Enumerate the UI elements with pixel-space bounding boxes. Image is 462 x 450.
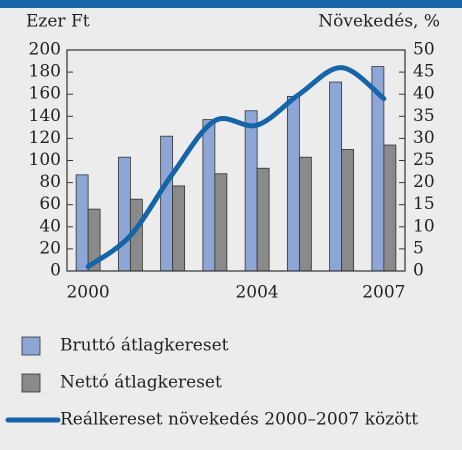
y-tick-label: 60 <box>39 194 61 214</box>
bar <box>286 96 300 272</box>
line <box>85 65 387 270</box>
y2-tick-label: 0 <box>413 261 424 281</box>
y2-tick-label: 5 <box>413 238 424 258</box>
legend-swatch <box>21 336 41 356</box>
y2-axis-label: Növekedés, % <box>318 12 440 32</box>
legend-label: Reálkereset növekedés 2000–2007 között <box>60 410 418 430</box>
top-bar <box>0 0 462 8</box>
bar <box>383 144 397 272</box>
y-tick-label: 200 <box>29 40 61 60</box>
y2-tick-label: 25 <box>413 150 435 170</box>
legend-swatch <box>21 373 41 393</box>
bar <box>214 173 228 272</box>
y-tick-label: 140 <box>29 106 61 126</box>
x-tick-label: 2004 <box>235 283 278 303</box>
y-axis-label: Ezer Ft <box>26 12 90 32</box>
plot-frame <box>66 49 406 272</box>
y2-tick-label: 50 <box>413 40 435 60</box>
y-tick-label: 160 <box>29 84 61 104</box>
bar <box>244 110 258 272</box>
bar <box>160 135 174 272</box>
y-tick-label: 100 <box>29 150 61 170</box>
bar <box>256 167 270 272</box>
y2-tick-label: 20 <box>413 172 435 192</box>
bar <box>298 156 312 272</box>
y2-tick-label: 35 <box>413 106 435 126</box>
y-tick-label: 40 <box>39 216 61 236</box>
bar <box>341 149 355 272</box>
bar <box>117 156 131 272</box>
bar <box>75 174 89 272</box>
bar <box>172 185 186 272</box>
bar <box>329 81 343 272</box>
y2-tick-label: 45 <box>413 62 435 82</box>
y-tick-label: 0 <box>50 261 61 281</box>
y-tick-label: 180 <box>29 62 61 82</box>
legend-label: Bruttó átlagkereset <box>60 336 229 356</box>
y2-tick-label: 40 <box>413 84 435 104</box>
y-tick-label: 80 <box>39 172 61 192</box>
y-tick-label: 120 <box>29 128 61 148</box>
y2-tick-label: 30 <box>413 128 435 148</box>
y2-tick-label: 10 <box>413 216 435 236</box>
x-tick-label: 2007 <box>362 283 405 303</box>
legend-label: Nettó átlagkereset <box>60 373 222 393</box>
x-tick-label: 2000 <box>66 283 109 303</box>
bar <box>202 119 216 272</box>
y-tick-label: 20 <box>39 238 61 258</box>
y2-tick-label: 15 <box>413 194 435 214</box>
